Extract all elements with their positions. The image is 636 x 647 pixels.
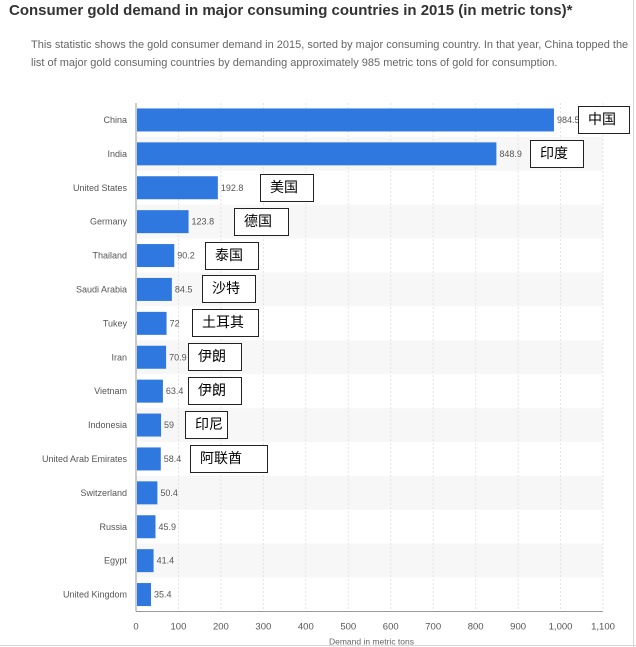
value-label: 70.9 xyxy=(169,352,187,362)
value-label: 90.2 xyxy=(177,251,195,261)
x-axis-title: Demand in metric tons xyxy=(329,637,414,647)
x-tick-label: 700 xyxy=(425,622,441,633)
category-label: Vietnam xyxy=(94,386,127,396)
bar xyxy=(137,142,497,166)
category-label: Saudi Arabia xyxy=(76,284,127,294)
bar xyxy=(137,447,161,471)
bar xyxy=(137,311,167,335)
x-tick-label: 400 xyxy=(298,622,314,633)
x-tick-label: 1,000 xyxy=(549,622,573,633)
bar xyxy=(137,108,554,132)
category-label: United Kingdom xyxy=(63,590,127,600)
annotation-label: 美国 xyxy=(260,174,314,202)
x-tick-label: 200 xyxy=(213,622,229,633)
value-label: 192.8 xyxy=(221,183,244,193)
bar xyxy=(137,413,162,437)
category-label: Thailand xyxy=(92,251,127,261)
right-frame-line xyxy=(633,0,634,647)
x-tick-label: 0 xyxy=(133,622,138,633)
annotation-label: 阿联酋 xyxy=(190,445,268,473)
value-label: 45.9 xyxy=(158,522,176,532)
bar xyxy=(137,549,154,573)
chart-title: Consumer gold demand in major consuming … xyxy=(9,2,573,19)
bar xyxy=(137,277,172,301)
value-label: 50.4 xyxy=(160,488,178,498)
bottom-frame-line xyxy=(0,645,636,646)
annotation-label: 伊朗 xyxy=(188,343,242,371)
bar xyxy=(137,345,167,369)
category-label: Russia xyxy=(99,522,127,532)
value-label: 41.4 xyxy=(157,556,175,566)
value-label: 35.4 xyxy=(154,590,172,600)
value-label: 123.8 xyxy=(192,217,215,227)
value-label: 848.9 xyxy=(499,149,522,159)
bar xyxy=(137,176,218,200)
category-label: Tukey xyxy=(103,318,128,328)
value-label: 58.4 xyxy=(164,454,182,464)
x-tick-label: 500 xyxy=(340,622,356,633)
annotation-label: 德国 xyxy=(234,208,289,236)
annotation-label: 泰国 xyxy=(205,242,259,270)
category-label: Germany xyxy=(90,217,128,227)
value-label: 84.5 xyxy=(175,284,193,294)
value-label: 72 xyxy=(170,318,180,328)
value-label: 59 xyxy=(164,420,174,430)
bar xyxy=(137,379,163,403)
category-label: Indonesia xyxy=(88,420,127,430)
bar xyxy=(137,481,158,505)
category-label: China xyxy=(103,115,127,125)
annotation-label: 土耳其 xyxy=(192,309,259,337)
bar xyxy=(137,210,189,234)
annotation-label: 印度 xyxy=(530,140,584,168)
category-label: United States xyxy=(73,183,128,193)
value-label: 984.5 xyxy=(557,115,580,125)
row-band xyxy=(136,543,603,578)
bar xyxy=(137,515,156,539)
row-band xyxy=(136,204,603,239)
category-label: India xyxy=(107,149,127,159)
x-tick-label: 100 xyxy=(171,622,187,633)
annotation-label: 中国 xyxy=(578,106,630,134)
row-band xyxy=(136,475,603,510)
chart-description: This statistic shows the gold consumer d… xyxy=(31,39,629,69)
annotation-label: 沙特 xyxy=(202,275,256,303)
annotation-label: 伊朗 xyxy=(188,377,242,405)
value-label: 63.4 xyxy=(166,386,184,396)
category-label: Iran xyxy=(111,352,127,362)
x-tick-label: 800 xyxy=(468,622,484,633)
x-tick-label: 600 xyxy=(383,622,399,633)
x-tick-label: 300 xyxy=(255,622,271,633)
category-label: Egypt xyxy=(104,556,128,566)
bar xyxy=(137,583,152,607)
category-label: Switzerland xyxy=(80,488,127,498)
x-tick-label: 1,100 xyxy=(591,622,615,633)
annotation-label: 印尼 xyxy=(185,411,228,439)
bar xyxy=(137,244,175,268)
x-tick-label: 900 xyxy=(510,622,526,633)
category-label: United Arab Emirates xyxy=(42,454,128,464)
